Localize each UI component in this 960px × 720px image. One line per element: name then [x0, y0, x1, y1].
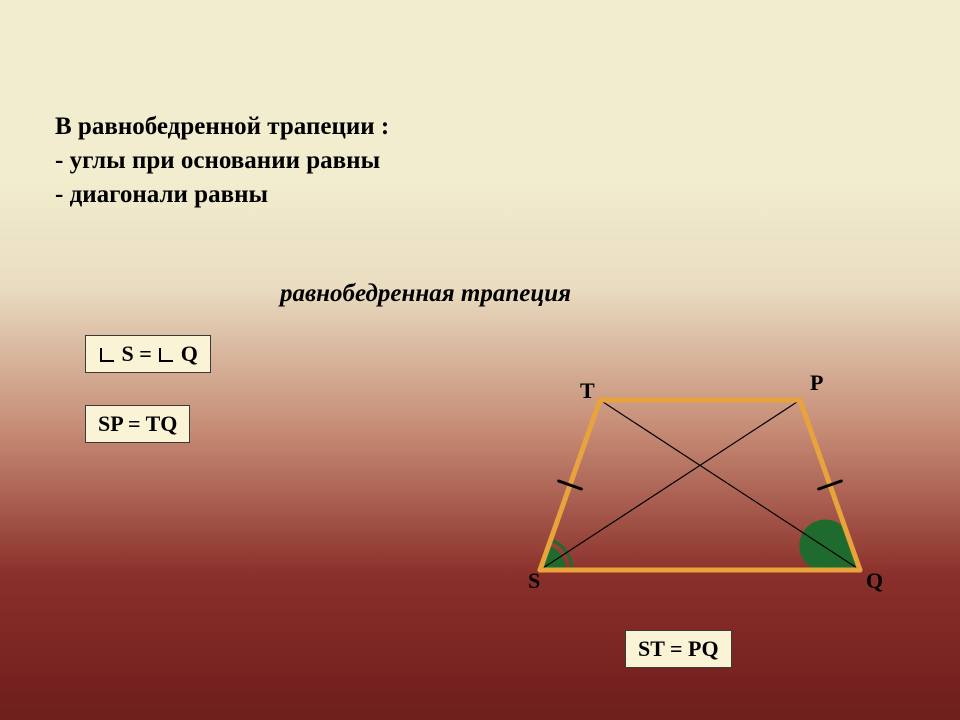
angle-icon — [98, 345, 116, 363]
angle-icon — [157, 345, 175, 363]
equation-sides: ST = PQ — [625, 630, 732, 668]
vertex-label-p: P — [810, 370, 823, 396]
vertex-label-t: T — [580, 378, 595, 404]
title-line-3: - диагонали равны — [55, 178, 389, 212]
slide: В равнобедренной трапеции : - углы при о… — [0, 0, 960, 720]
equation-angles: S = Q — [85, 335, 211, 373]
angle-eq-pre: S = — [122, 341, 158, 366]
trapezoid-diagram: S Q P T — [500, 360, 900, 600]
title-block: В равнобедренной трапеции : - углы при о… — [55, 110, 389, 211]
vertex-label-q: Q — [866, 568, 883, 594]
subtitle: равнобедренная трапеция — [280, 280, 571, 308]
trapezoid-svg — [500, 360, 900, 600]
vertex-label-s: S — [528, 568, 540, 594]
equation-diagonals: SP = TQ — [85, 405, 190, 443]
angle-eq-post: Q — [181, 341, 198, 366]
title-line-2: - углы при основании равны — [55, 144, 389, 178]
title-line-1: В равнобедренной трапеции : — [55, 110, 389, 144]
